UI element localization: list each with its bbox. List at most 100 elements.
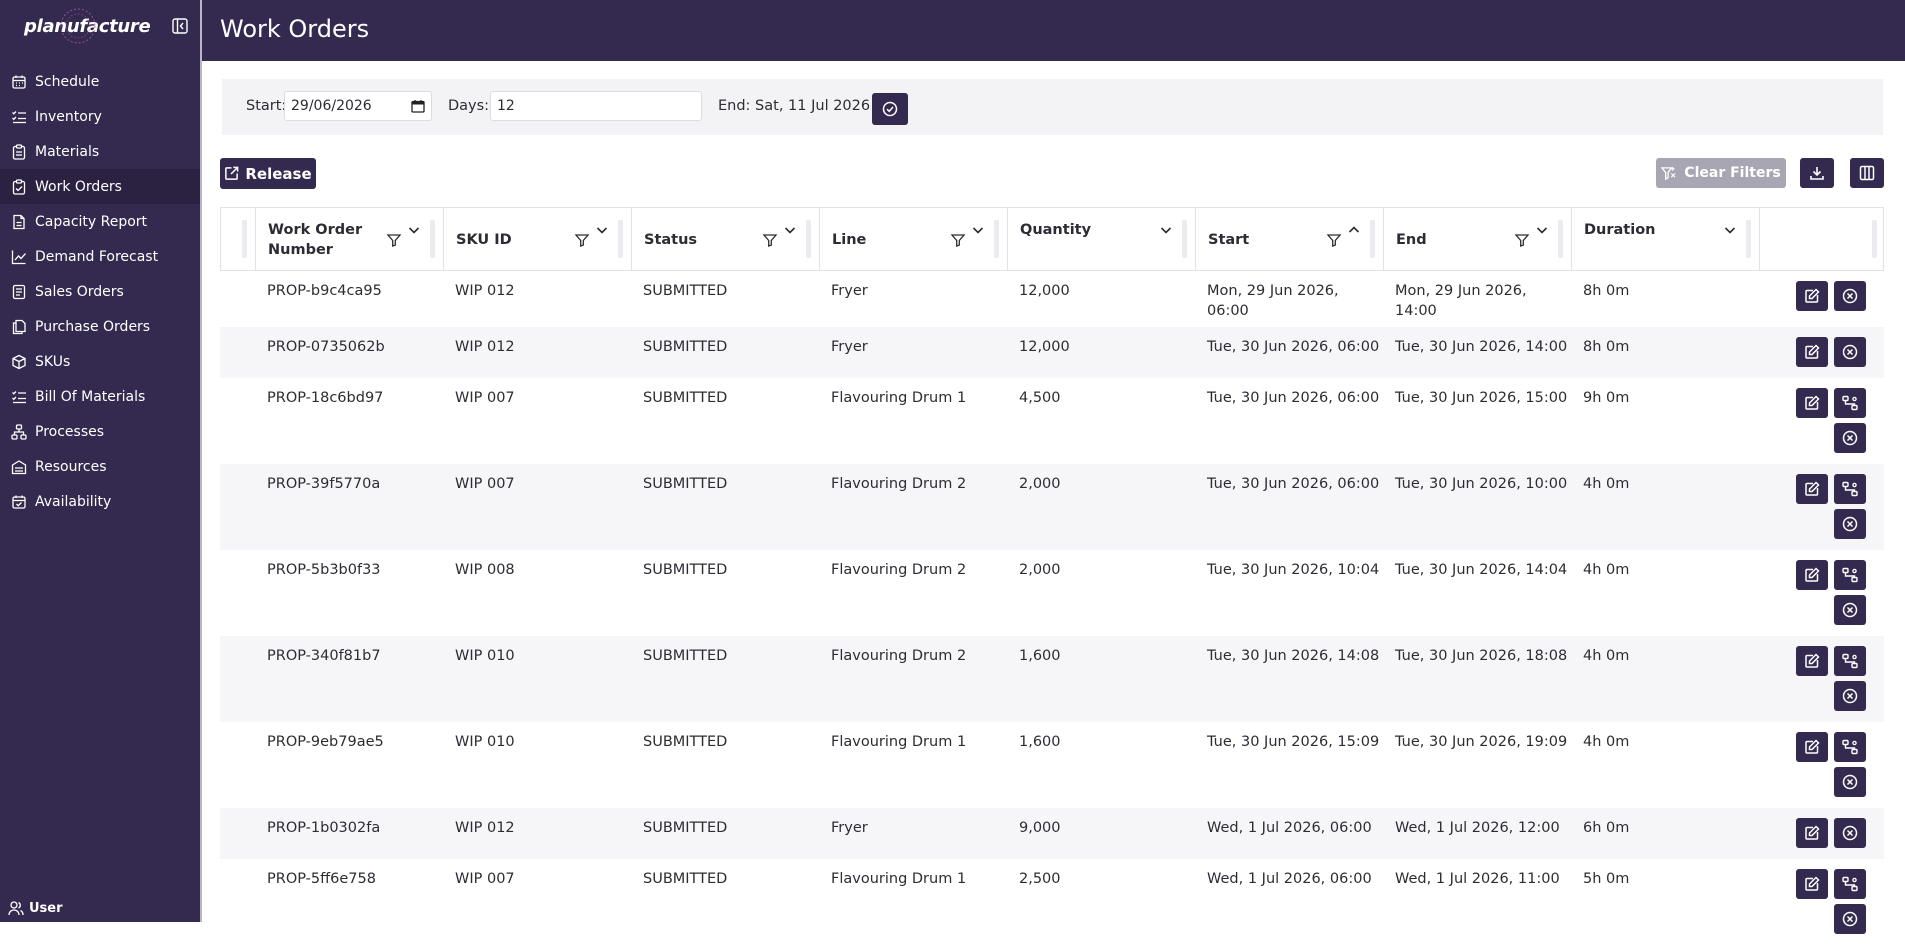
column-resize-handle[interactable] <box>1370 220 1375 258</box>
process-flow-button[interactable] <box>1834 869 1866 899</box>
column-filter-icon[interactable] <box>1515 233 1529 247</box>
cancel-order-button[interactable] <box>1834 767 1866 797</box>
sidebar-item-label: Capacity Report <box>35 213 148 230</box>
sidebar-item-bill-of-materials[interactable]: Bill Of Materials <box>0 379 200 414</box>
edit-button[interactable] <box>1796 337 1828 367</box>
cell-line: Flavouring Drum 2 <box>831 476 967 492</box>
cancel-order-button[interactable] <box>1834 337 1866 367</box>
edit-button[interactable] <box>1796 474 1828 504</box>
chevron-down-icon[interactable] <box>971 223 985 237</box>
sidebar-item-label: Schedule <box>35 73 100 90</box>
cancel-order-button[interactable] <box>1834 818 1866 848</box>
edit-button[interactable] <box>1796 281 1828 311</box>
calendar-picker-icon[interactable] <box>411 99 425 113</box>
column-filter-icon[interactable] <box>387 233 401 247</box>
column-header-work-order[interactable]: Work Order Number <box>256 208 444 270</box>
edit-button[interactable] <box>1796 818 1828 848</box>
chevron-down-icon[interactable] <box>1159 223 1173 237</box>
sidebar-item-skus[interactable]: SKUs <box>0 344 200 379</box>
sidebar-item-purchase-orders[interactable]: Purchase Orders <box>0 309 200 344</box>
filter-clear-icon <box>1661 166 1676 180</box>
table-row[interactable]: PROP-39f5770a WIP 007 SUBMITTED Flavouring … <box>220 464 1884 550</box>
cancel-order-button[interactable] <box>1834 904 1866 934</box>
column-resize-handle[interactable] <box>1558 220 1563 258</box>
column-resize-handle[interactable] <box>242 220 247 258</box>
column-header-status[interactable]: Status <box>632 208 820 270</box>
table-row[interactable]: PROP-1b0302fa WIP 012 SUBMITTED Fryer 9,000 W… <box>220 808 1884 859</box>
column-resize-handle[interactable] <box>806 220 811 258</box>
apply-dates-button[interactable] <box>872 93 908 125</box>
process-flow-button[interactable] <box>1834 560 1866 590</box>
column-header-duration[interactable]: Duration <box>1572 208 1760 270</box>
chevron-down-icon[interactable] <box>1535 223 1549 237</box>
table-row[interactable]: PROP-5b3b0f33 WIP 008 SUBMITTED Flavouring … <box>220 550 1884 636</box>
table-row[interactable]: PROP-b9c4ca95 WIP 012 SUBMITTED Fryer 12,000… <box>220 271 1884 327</box>
column-resize-handle[interactable] <box>1182 220 1187 258</box>
days-input[interactable]: 12 <box>490 91 702 121</box>
process-flow-button[interactable] <box>1834 388 1866 418</box>
column-resize-handle[interactable] <box>618 220 623 258</box>
edit-button[interactable] <box>1796 646 1828 676</box>
process-flow-button[interactable] <box>1834 646 1866 676</box>
sidebar-item-materials[interactable]: Materials <box>0 134 200 169</box>
chevron-down-icon[interactable] <box>595 223 609 237</box>
cancel-order-button[interactable] <box>1834 281 1866 311</box>
chevron-down-icon[interactable] <box>407 223 421 237</box>
sidebar-item-schedule[interactable]: Schedule <box>0 64 200 99</box>
column-header-line[interactable]: Line <box>820 208 1008 270</box>
process-flow-button[interactable] <box>1834 474 1866 504</box>
column-resize-handle[interactable] <box>1872 220 1877 258</box>
edit-button[interactable] <box>1796 388 1828 418</box>
clear-filters-button[interactable]: Clear Filters <box>1656 158 1786 188</box>
column-header-end[interactable]: End <box>1384 208 1572 270</box>
table-row[interactable]: PROP-18c6bd97 WIP 007 SUBMITTED Flavouring … <box>220 378 1884 464</box>
column-header-sku-id[interactable]: SKU ID <box>444 208 632 270</box>
sort-ascending-icon[interactable] <box>1347 223 1361 237</box>
cell-qty: 1,600 <box>1019 734 1061 750</box>
process-flow-button[interactable] <box>1834 732 1866 762</box>
columns-button[interactable] <box>1850 158 1884 188</box>
cancel-order-button[interactable] <box>1834 423 1866 453</box>
sidebar-item-work-orders[interactable]: Work Orders <box>0 169 200 204</box>
collapse-sidebar-icon[interactable] <box>172 18 188 34</box>
table-header: Work Order Number SKU ID Status Line Quantity… <box>220 207 1884 271</box>
start-date-input[interactable]: 29/06/2026 <box>284 91 432 121</box>
column-resize-handle[interactable] <box>994 220 999 258</box>
table-row[interactable]: PROP-5ff6e758 WIP 007 SUBMITTED Flavouring … <box>220 859 1884 945</box>
table-row[interactable]: PROP-0735062b WIP 012 SUBMITTED Fryer 12,000… <box>220 327 1884 378</box>
sidebar-item-demand-forecast[interactable]: Demand Forecast <box>0 239 200 274</box>
edit-button[interactable] <box>1796 869 1828 899</box>
column-filter-icon[interactable] <box>763 233 777 247</box>
column-filter-icon[interactable] <box>1327 233 1341 247</box>
document-lines-icon <box>12 284 26 299</box>
chevron-down-icon[interactable] <box>1723 223 1737 237</box>
sidebar-item-sales-orders[interactable]: Sales Orders <box>0 274 200 309</box>
table-row[interactable]: PROP-9eb79ae5 WIP 010 SUBMITTED Flavouring … <box>220 722 1884 808</box>
cancel-order-button[interactable] <box>1834 509 1866 539</box>
sidebar-item-availability[interactable]: Availability <box>0 484 200 519</box>
sidebar-item-inventory[interactable]: Inventory <box>0 99 200 134</box>
cancel-order-button[interactable] <box>1834 595 1866 625</box>
sidebar-item-capacity-report[interactable]: Capacity Report <box>0 204 200 239</box>
edit-button[interactable] <box>1796 732 1828 762</box>
user-menu[interactable]: User <box>8 900 63 916</box>
column-filter-icon[interactable] <box>575 233 589 247</box>
header: Work Orders <box>202 0 1905 61</box>
chevron-down-icon[interactable] <box>783 223 797 237</box>
column-resize-handle[interactable] <box>1746 220 1751 258</box>
column-resize-handle[interactable] <box>430 220 435 258</box>
column-filter-icon[interactable] <box>951 233 965 247</box>
release-label: Release <box>245 164 312 183</box>
sidebar-item-label: Work Orders <box>35 178 122 195</box>
cancel-order-button[interactable] <box>1834 681 1866 711</box>
cell-status: SUBMITTED <box>643 390 728 406</box>
release-button[interactable]: Release <box>220 158 316 189</box>
download-button[interactable] <box>1800 158 1834 188</box>
sidebar-item-resources[interactable]: Resources <box>0 449 200 484</box>
sidebar-item-processes[interactable]: Processes <box>0 414 200 449</box>
edit-button[interactable] <box>1796 560 1828 590</box>
hierarchy-icon <box>1842 653 1858 669</box>
column-header-start[interactable]: Start <box>1196 208 1384 270</box>
column-header-quantity[interactable]: Quantity <box>1008 208 1196 270</box>
table-row[interactable]: PROP-340f81b7 WIP 010 SUBMITTED Flavouring … <box>220 636 1884 722</box>
